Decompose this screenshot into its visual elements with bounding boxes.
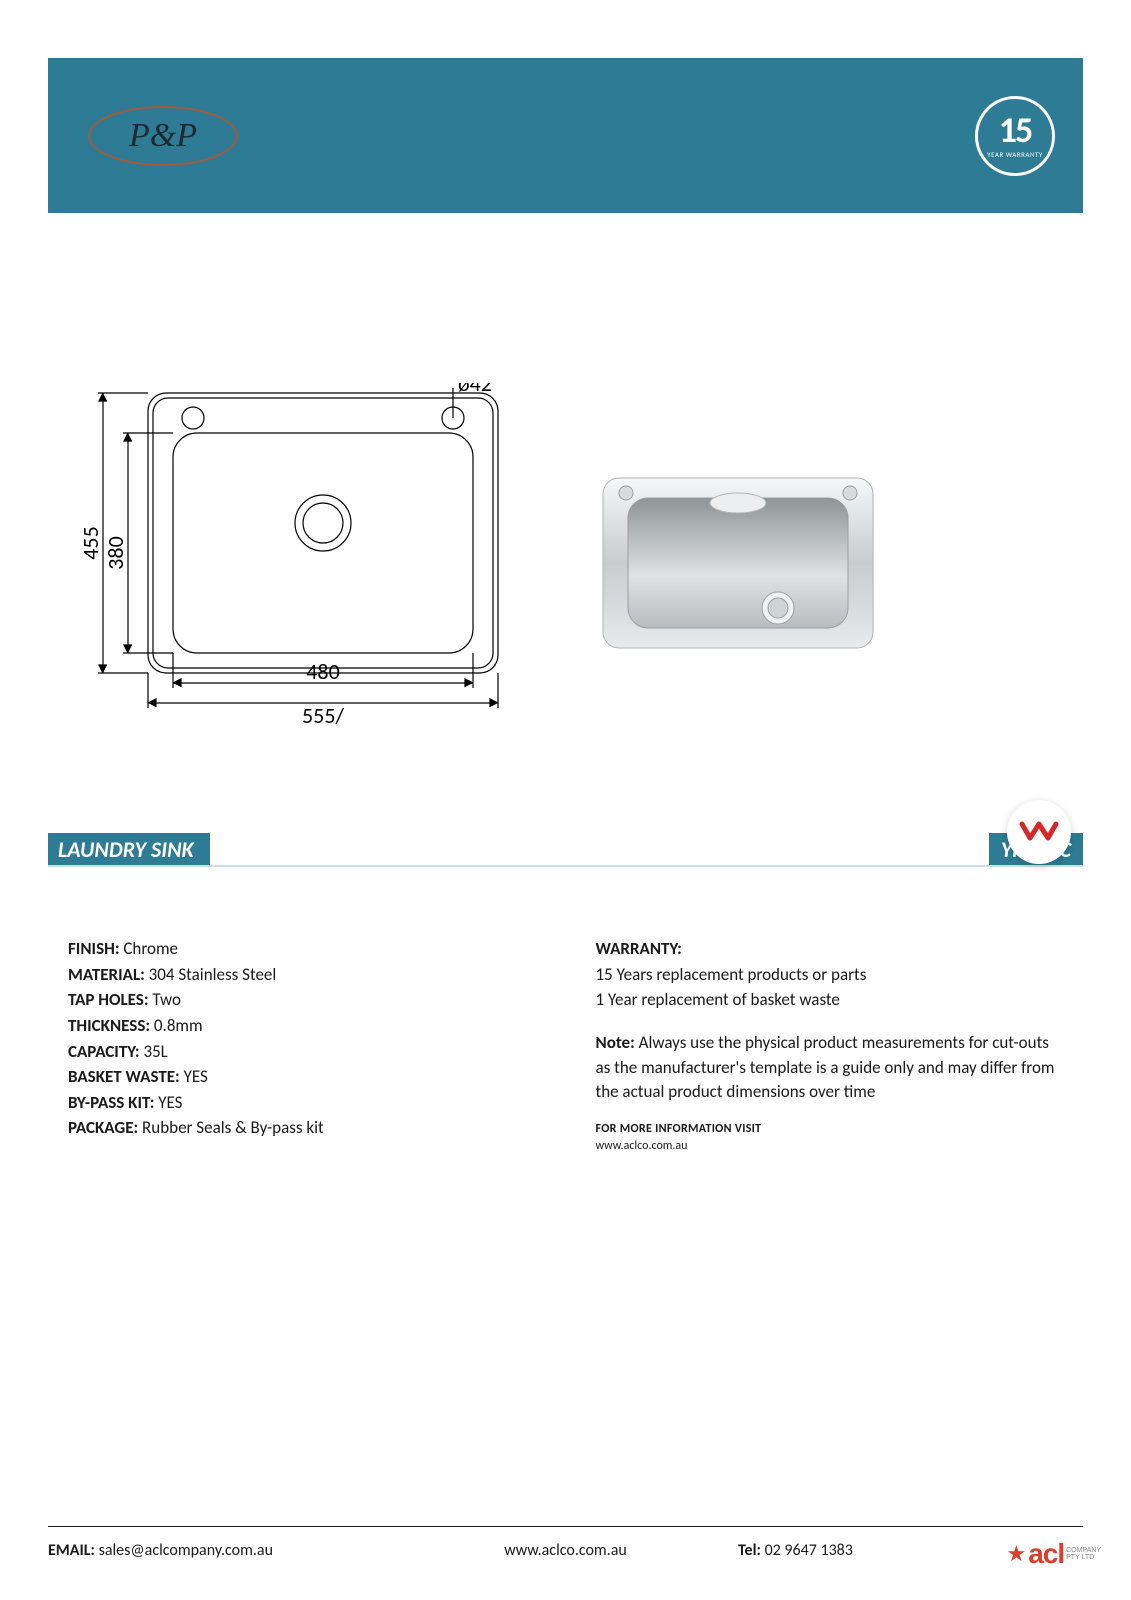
spec-row: CAPACITY: 35L: [68, 1040, 536, 1065]
spec-row: BY-PASS KIT: YES: [68, 1091, 536, 1116]
title-bar: LAUNDRY SINK YH235C: [48, 833, 1083, 865]
spec-row: THICKNESS: 0.8mm: [68, 1014, 536, 1039]
dim-width-inner: 480: [306, 658, 339, 685]
header-band: P&P 15 YEAR WARRANTY: [48, 58, 1083, 213]
warranty-years: 15: [999, 112, 1032, 148]
more-info-url: www.aclco.com.au: [596, 1138, 1064, 1155]
brand-logo-text: P&P: [129, 117, 197, 155]
note-text: Always use the physical product measurem…: [596, 1032, 1055, 1102]
more-info: FOR MORE INFORMATION VISIT www.aclco.com…: [596, 1121, 1064, 1156]
dim-width-outer: 555/: [302, 702, 344, 729]
dim-hole-dia: ø42: [458, 383, 492, 397]
product-type-label: LAUNDRY SINK: [48, 833, 210, 865]
warranty-badge: 15 YEAR WARRANTY: [975, 96, 1055, 176]
dim-height-outer: 455: [77, 526, 104, 559]
spec-row: PACKAGE: Rubber Seals & By-pass kit: [68, 1116, 536, 1141]
warranty-line: 15 Years replacement products or parts: [596, 963, 1064, 988]
spec-row: TAP HOLES: Two: [68, 988, 536, 1013]
technical-drawing: 455 380 480 555/ ø42: [58, 383, 518, 743]
watermark-badge: [1007, 800, 1071, 864]
footer: EMAIL: sales@aclcompany.com.au www.aclco…: [48, 1526, 1083, 1560]
specs-left-column: FINISH: Chrome MATERIAL: 304 Stainless S…: [68, 937, 536, 1156]
acl-text: acl: [1028, 1538, 1064, 1570]
product-photo: [598, 473, 878, 653]
warranty-line: 1 Year replacement of basket waste: [596, 988, 1064, 1013]
warranty-label: YEAR WARRANTY: [987, 150, 1043, 159]
dim-height-inner: 380: [102, 536, 129, 569]
spec-row: BASKET WASTE: YES: [68, 1065, 536, 1090]
spec-row: MATERIAL: 304 Stainless Steel: [68, 963, 536, 988]
star-icon: ★: [1006, 1541, 1026, 1567]
more-info-heading: FOR MORE INFORMATION VISIT: [596, 1121, 1064, 1138]
brand-logo: P&P: [88, 106, 238, 166]
spec-row: FINISH: Chrome: [68, 937, 536, 962]
note-label: Note:: [596, 1032, 635, 1053]
footer-email: EMAIL: sales@aclcompany.com.au: [48, 1541, 393, 1560]
specs-right-column: WARRANTY: 15 Years replacement products …: [596, 937, 1064, 1156]
diagram-zone: 455 380 480 555/ ø42: [48, 383, 1083, 743]
warranty-heading: WARRANTY:: [596, 938, 682, 959]
specs-zone: FINISH: Chrome MATERIAL: 304 Stainless S…: [48, 937, 1083, 1156]
note-block: Note: Always use the physical product me…: [596, 1031, 1064, 1105]
spec-sheet-page: P&P 15 YEAR WARRANTY: [0, 0, 1131, 1600]
footer-web: www.aclco.com.au: [393, 1541, 738, 1560]
acl-logo: ★ acl COMPANY PTY LTD: [1006, 1538, 1101, 1570]
